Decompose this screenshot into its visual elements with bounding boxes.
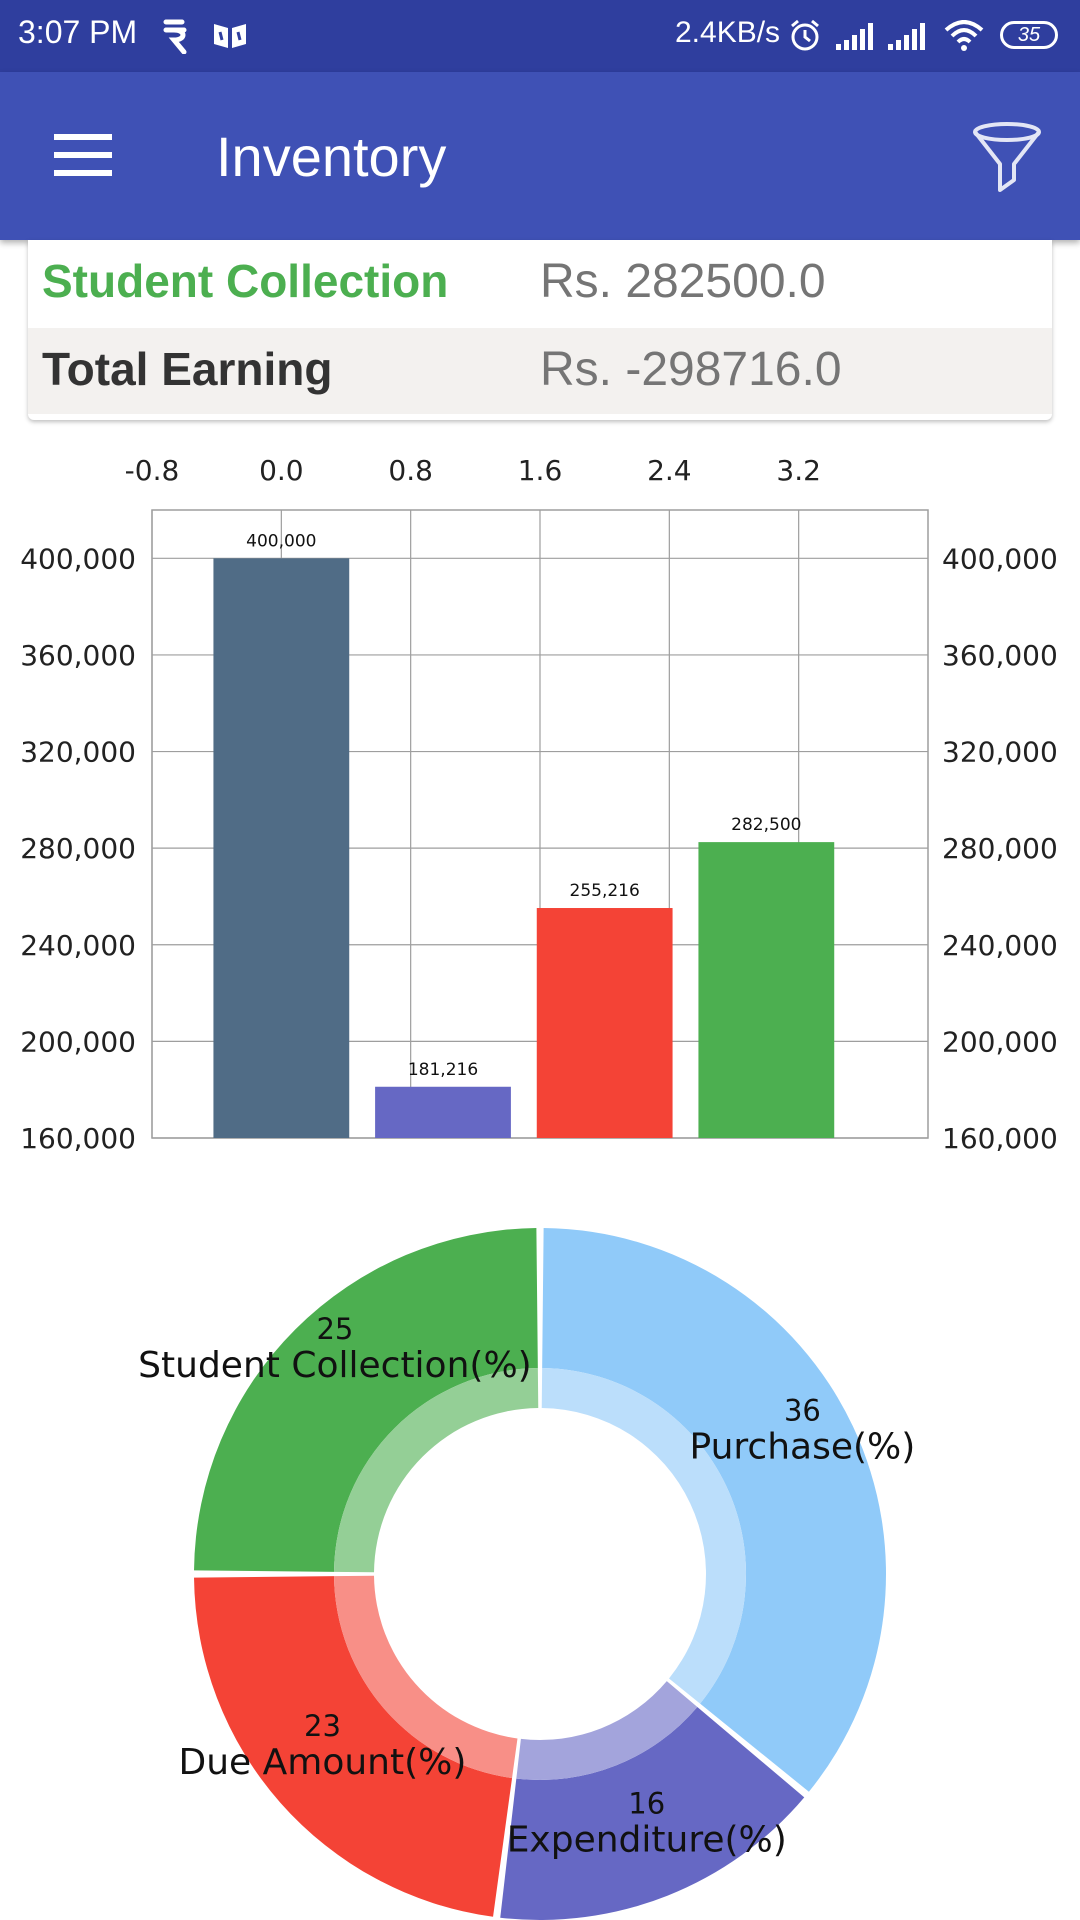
summary-label: Student Collection [42,255,449,307]
menu-button[interactable] [40,116,130,196]
slice-value-label: 25 [316,1312,353,1346]
donut-slice-inner [541,1368,746,1704]
status-time: 3:07 PM [18,14,138,50]
summary-row-total-earning: Total Earning Rs. -298716.0 [28,328,1052,414]
slice-name-label: Student Collection(%) [138,1345,532,1386]
bar-value-label: 282,500 [731,815,801,835]
y-tick-label-left: 400,000 [20,542,136,575]
slice-name-label: Expenditure(%) [507,1820,787,1861]
donut-slice-inner [516,1681,698,1780]
signal-icon [888,23,925,50]
summary-row-student-collection: Student Collection Rs. 282500.0 [28,240,1052,326]
x-tick-label: 3.2 [776,454,821,487]
bar-value-label: 181,216 [408,1060,478,1080]
donut-slice-inner [334,1368,539,1573]
y-tick-label-left: 320,000 [20,736,136,769]
bar [213,558,350,1138]
battery-icon: 35 [1000,21,1058,49]
slice-value-label: 36 [784,1394,821,1428]
donut-slice-inner [334,1575,518,1779]
hamburger-menu-icon [54,134,112,176]
notification-r-icon [163,19,187,54]
slice-value-label: 23 [304,1709,341,1743]
bar [698,842,835,1138]
bar [375,1086,511,1138]
summary-card: Student Collection Rs. 282500.0 Total Ea… [28,240,1052,420]
slice-name-label: Purchase(%) [690,1427,916,1468]
bar-chart: -0.8 0.0 0.8 1.6 2.4 3.2 160,000 160,000 200,000… [20,454,1058,1155]
y-tick-label-right: 280,000 [942,832,1058,865]
notification-app-icon [214,24,246,48]
x-tick-label: 0.0 [259,454,304,487]
donut-slice [194,1576,513,1917]
y-tick-label-left: 240,000 [20,929,136,962]
network-speed: 2.4KB/s [675,16,781,49]
filter-funnel-icon [973,122,1041,192]
y-tick-label-right: 160,000 [942,1122,1058,1155]
x-tick-label: -0.8 [125,454,180,487]
y-tick-label-right: 240,000 [942,929,1058,962]
alarm-icon [791,19,819,51]
donut-slice [542,1228,886,1792]
y-tick-label-right: 400,000 [942,542,1058,575]
x-tick-label: 1.6 [518,454,563,487]
y-tick-label-left: 360,000 [20,639,136,672]
y-tick-label-left: 280,000 [20,832,136,865]
app-bar: Inventory [0,72,1080,240]
wifi-icon [944,20,984,51]
summary-value: Rs. 282500.0 [540,255,826,308]
slice-value-label: 16 [628,1787,665,1821]
summary-value: Rs. -298716.0 [540,343,842,396]
y-tick-label-left: 200,000 [20,1025,136,1058]
x-tick-label: 2.4 [647,454,692,487]
donut-slice [194,1228,538,1572]
bar-value-label: 400,000 [246,531,316,551]
summary-label: Total Earning [42,343,333,395]
slice-name-label: Due Amount(%) [179,1742,467,1783]
bar-value-label: 255,216 [570,881,640,901]
signal-icon [836,23,873,50]
x-tick-label: 0.8 [388,454,433,487]
status-bar: 3:07 PM 2.4KB/s 35 [0,0,1080,72]
y-tick-label-right: 200,000 [942,1025,1058,1058]
donut-slice [500,1706,805,1920]
y-tick-label-left: 160,000 [20,1122,136,1155]
page-title: Inventory [216,125,447,188]
filter-button[interactable] [962,112,1052,202]
y-tick-label-right: 320,000 [942,736,1058,769]
bar [536,908,673,1138]
y-tick-label-right: 360,000 [942,639,1058,672]
